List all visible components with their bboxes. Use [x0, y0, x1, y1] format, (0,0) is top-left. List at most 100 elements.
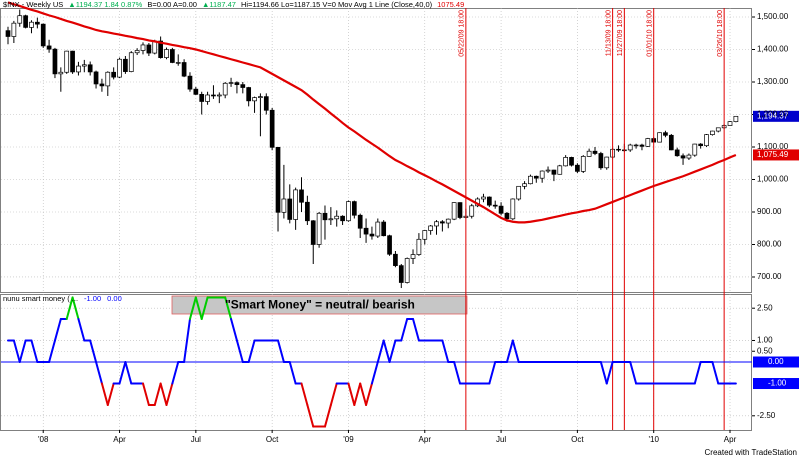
event-label: 05/22/09 18:00 [459, 10, 466, 57]
labels: $INX - Weekly US ▲1194.37 1.84 0.87% B=0.0… [3, 0, 789, 444]
price-panel [0, 8, 752, 293]
x-tick-label: Apr [113, 435, 126, 444]
candle-body [34, 21, 40, 25]
candle-body [340, 215, 345, 222]
x-tick-label: Apr [724, 435, 737, 444]
indicator-segment [359, 382, 368, 407]
indicator-segment [235, 339, 244, 363]
candle-body [381, 221, 387, 237]
candle-body [310, 220, 316, 245]
candle-body [551, 169, 557, 175]
indicator-segment [388, 339, 397, 363]
candle-body [205, 94, 210, 102]
marks [1, 1, 799, 430]
indicator-segment [488, 361, 497, 385]
candle-body [375, 221, 381, 237]
candle-body [404, 258, 410, 283]
candle-body [686, 154, 692, 159]
indicator-segment [224, 296, 233, 320]
candle-body [440, 221, 445, 224]
candle-body [181, 62, 187, 77]
y-tick-label: 0.50 [757, 346, 773, 355]
candle-body [158, 40, 163, 58]
candle-body [516, 185, 522, 200]
candle-body [451, 202, 457, 220]
candle-body [281, 198, 287, 213]
indicator-segment [323, 404, 332, 428]
y-tick-label: 1,400.00 [757, 45, 789, 54]
y-tick-label: -2.50 [757, 411, 776, 420]
candle-body [680, 155, 686, 159]
header-item: $INX - Weekly US [3, 0, 63, 9]
header-item: B=0.00 A=0.00 [147, 0, 197, 9]
indicator-segment [153, 382, 162, 407]
annotation: "Smart Money" = neutral/ bearish [225, 298, 415, 312]
candle-body [715, 127, 721, 132]
event-label: 11/27/09 18:00 [617, 10, 624, 56]
indicator-segment [194, 296, 203, 320]
indicator-segment [188, 296, 197, 320]
candle-body [211, 94, 216, 97]
candle-body [5, 30, 11, 37]
readout-box [753, 356, 799, 368]
annotation-box [171, 295, 468, 315]
candle-body [322, 212, 328, 221]
candle-body [445, 218, 451, 224]
candle-body [93, 71, 99, 85]
indicator-segment [30, 339, 39, 363]
candle-body [246, 87, 252, 102]
indicator-segment [347, 382, 356, 407]
indicator-segment [77, 317, 86, 342]
candle-body [428, 225, 433, 231]
indicator-segment [629, 361, 638, 385]
candle-body [698, 143, 704, 147]
candle-body [76, 65, 81, 73]
candle-body [17, 15, 23, 24]
indicator-segment [365, 382, 373, 407]
indicator-segment [306, 404, 315, 428]
candle-body [545, 169, 551, 172]
candle-body [252, 97, 257, 102]
candle-body [393, 253, 398, 266]
candle-body [528, 175, 533, 185]
indicator-segment [382, 339, 391, 363]
candle-body [199, 93, 205, 102]
indicator-segment [693, 361, 702, 385]
candle-body [334, 215, 340, 220]
candle-body [539, 170, 545, 179]
candle-body [275, 146, 281, 213]
candle-body [346, 201, 351, 222]
candle-body [533, 175, 539, 179]
y-tick-label: 800.00 [757, 240, 782, 249]
candle-body [111, 71, 117, 78]
indicator-readout: 0.00 [107, 294, 122, 303]
candle-body [187, 75, 193, 90]
indicator-segment [71, 296, 80, 320]
candle-body [668, 134, 674, 151]
header-item: ▲1194.37 1.84 0.87% [68, 0, 142, 9]
candle-body [134, 50, 140, 54]
candle-body [29, 21, 34, 28]
y-tick-label: 1.00 [757, 336, 773, 345]
indicator-segment [165, 382, 174, 407]
readout-label: -1.00 [768, 379, 787, 388]
candle-body [645, 138, 651, 147]
candle-body [357, 214, 363, 229]
moving-average [7, 1, 737, 224]
candle-body [258, 96, 263, 98]
indicator-segment [453, 361, 461, 385]
y-tick-label: 900.00 [757, 207, 782, 216]
candle-body [105, 71, 111, 87]
indicator-segment [511, 339, 520, 363]
x-tick-label: Oct [266, 435, 279, 444]
indicator-segment [12, 339, 21, 363]
indicator-segment [230, 317, 238, 342]
candle-body [128, 52, 134, 72]
candle-body [604, 156, 610, 169]
price-box-label: 1,075.49 [757, 150, 789, 159]
indicator-segment [89, 339, 98, 363]
candle-body [64, 50, 70, 73]
candle-body [287, 198, 293, 220]
indicator-segment [183, 317, 191, 363]
candle-body [170, 49, 175, 63]
